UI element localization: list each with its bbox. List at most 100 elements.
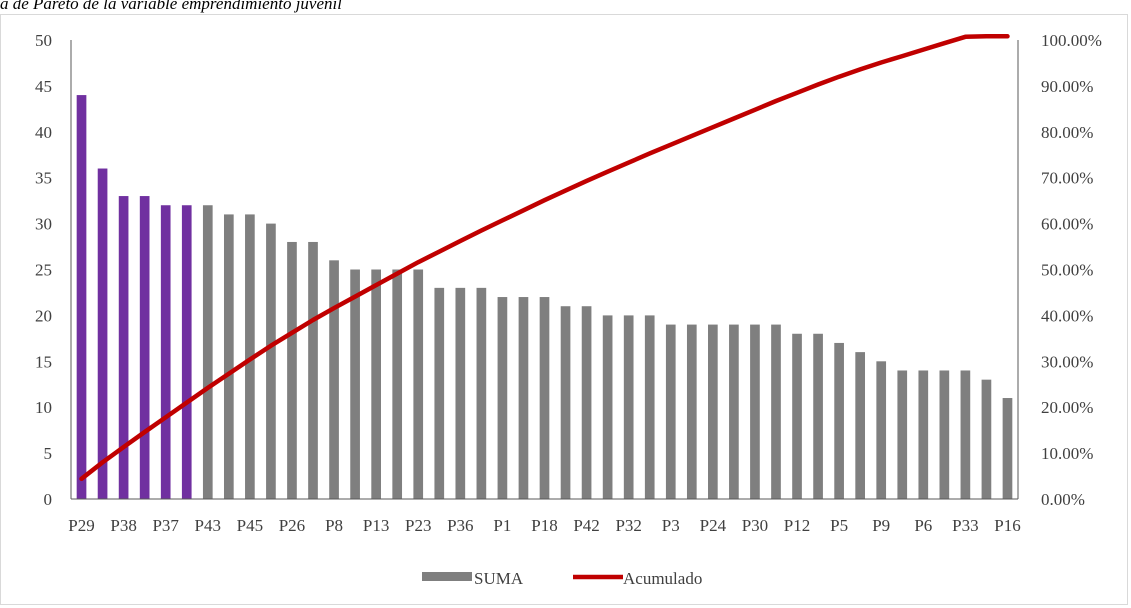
- figure-caption: a de Pareto de la variable emprendimient…: [0, 0, 342, 13]
- right-tick-label: 100.00%: [1041, 31, 1102, 50]
- x-tick-label: P8: [325, 516, 343, 535]
- right-tick-label: 30.00%: [1041, 352, 1093, 371]
- bar: [792, 333, 802, 499]
- left-axis-ticks: 0 5 10 15 20 25 30 35 40 45 50: [35, 31, 52, 509]
- x-tick-label: P26: [279, 516, 305, 535]
- left-tick-label: 50: [35, 31, 52, 50]
- x-tick-label: P36: [447, 516, 473, 535]
- bar: [855, 352, 866, 499]
- legend: SUMA Acumulado: [422, 569, 702, 588]
- right-tick-label: 80.00%: [1041, 123, 1093, 142]
- bar: [581, 306, 592, 499]
- bar: [455, 287, 466, 499]
- left-tick-label: 25: [35, 261, 52, 280]
- bar: [266, 223, 276, 499]
- right-tick-label: 10.00%: [1041, 444, 1093, 463]
- bar: [813, 333, 823, 499]
- bar: [181, 205, 192, 500]
- bar: [729, 324, 739, 499]
- left-tick-label: 45: [35, 77, 52, 96]
- bar: [202, 205, 213, 500]
- bar: [686, 324, 697, 499]
- x-tick-label: P3: [662, 516, 680, 535]
- x-tick-label: P43: [195, 516, 221, 535]
- bar: [350, 269, 360, 499]
- bar: [918, 370, 929, 499]
- x-tick-label: P24: [700, 516, 727, 535]
- bar: [287, 241, 297, 499]
- bar: [497, 297, 508, 499]
- bar: [876, 361, 887, 499]
- right-tick-label: 20.00%: [1041, 398, 1093, 417]
- bar: [939, 370, 950, 499]
- bar: [329, 260, 339, 499]
- bar: [623, 315, 634, 499]
- x-tick-label: P5: [830, 516, 848, 535]
- bar: [76, 95, 87, 499]
- legend-label-acumulado: Acumulado: [623, 569, 702, 588]
- x-tick-label: P32: [615, 516, 641, 535]
- bar: [476, 287, 487, 499]
- legend-label-suma: SUMA: [474, 569, 524, 588]
- bar: [434, 287, 445, 499]
- bar: [160, 205, 171, 500]
- bar: [413, 269, 424, 499]
- bar: [897, 370, 908, 499]
- x-tick-label: P29: [68, 516, 94, 535]
- x-tick-label: P38: [110, 516, 136, 535]
- left-tick-label: 20: [35, 306, 52, 325]
- x-tick-label: P18: [531, 516, 557, 535]
- bar: [139, 196, 150, 499]
- x-tick-label: P16: [994, 516, 1020, 535]
- x-tick-label: P42: [573, 516, 599, 535]
- bar: [118, 196, 129, 499]
- bar: [771, 324, 781, 499]
- bar: [665, 324, 676, 499]
- x-tick-label: P13: [363, 516, 389, 535]
- bar: [750, 324, 760, 499]
- right-axis-ticks: 0.00% 10.00% 20.00% 30.00% 40.00% 50.00% 60.00…: [1041, 31, 1102, 509]
- bar: [644, 315, 655, 499]
- bar: [308, 241, 318, 499]
- left-tick-label: 35: [35, 169, 52, 188]
- bar: [223, 214, 234, 500]
- left-tick-label: 15: [35, 352, 52, 371]
- bar: [834, 342, 844, 499]
- bar: [97, 168, 108, 499]
- right-tick-label: 90.00%: [1041, 77, 1093, 96]
- x-tick-label: P33: [952, 516, 978, 535]
- chart-frame: [0, 14, 1128, 605]
- x-tick-label: P9: [872, 516, 890, 535]
- right-tick-label: 70.00%: [1041, 169, 1093, 188]
- left-tick-label: 0: [44, 490, 53, 509]
- bar: [392, 269, 403, 499]
- right-tick-label: 60.00%: [1041, 215, 1093, 234]
- bar: [708, 324, 718, 499]
- bar: [539, 297, 550, 499]
- axes: [70, 40, 1019, 500]
- x-axis-labels: P29 P38 P37 P43 P45 P26 P8 P13 P23 P36 P1 P18 P42 P32…: [68, 516, 1020, 535]
- bar: [960, 370, 971, 499]
- x-tick-label: P12: [784, 516, 810, 535]
- right-tick-label: 50.00%: [1041, 261, 1093, 280]
- bar: [371, 269, 381, 499]
- bar: [518, 297, 529, 499]
- x-tick-label: P1: [493, 516, 511, 535]
- legend-swatch-suma: [422, 572, 472, 581]
- bar: [981, 379, 992, 499]
- bar: [1002, 398, 1013, 499]
- cumulative-line-series: [79, 34, 1010, 482]
- bar: [560, 306, 571, 499]
- x-tick-label: P30: [742, 516, 768, 535]
- x-tick-label: P45: [237, 516, 263, 535]
- left-tick-label: 30: [35, 215, 52, 234]
- left-tick-label: 10: [35, 398, 52, 417]
- right-tick-label: 40.00%: [1041, 306, 1093, 325]
- cumulative-line: [79, 34, 1010, 482]
- left-tick-label: 40: [35, 123, 52, 142]
- x-tick-label: P23: [405, 516, 431, 535]
- x-tick-label: P6: [914, 516, 932, 535]
- left-tick-label: 5: [44, 444, 53, 463]
- right-tick-label: 0.00%: [1041, 490, 1085, 509]
- bar: [245, 214, 255, 500]
